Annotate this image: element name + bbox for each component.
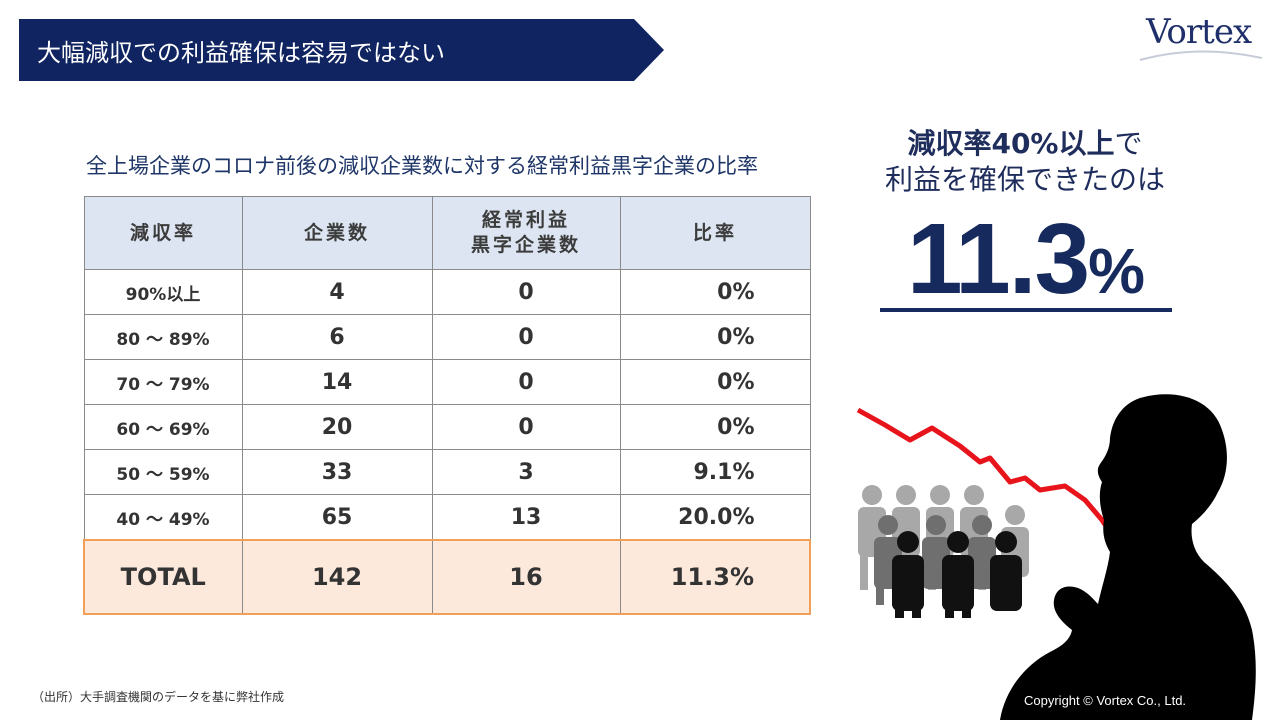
revenue-decline-table: 減収率 企業数 経常利益 黒字企業数 比率 90%以上 4 0 0% 80 ～ … [83,196,811,615]
header-profitable-line2: 黒字企業数 [470,234,581,256]
logo-swoosh-icon [1139,50,1263,61]
cell-profitable-count: 0 [431,314,621,360]
cell-decline-rate: 40 ～ 49% [83,494,243,541]
cell-ratio: 9.1% [619,449,811,495]
total-label: TOTAL [83,539,243,615]
vortex-logo: Vortex [1138,12,1263,64]
logo-text: Vortex [1146,12,1252,52]
cell-ratio: 20.0% [619,494,811,541]
cell-decline-rate: 80 ～ 89% [83,314,243,360]
total-ratio: 11.3% [619,539,811,615]
cell-company-count: 14 [241,359,433,405]
table-header-row: 減収率 企業数 経常利益 黒字企業数 比率 [83,196,811,270]
title-banner-shape [19,19,664,81]
copyright-text: Copyright © Vortex Co., Ltd. [1024,693,1187,708]
highlight-line1: 減収率40%以上で [860,126,1190,162]
highlight-value: 11.3 [906,203,1090,315]
table-row: 40 ～ 49% 65 13 20.0% [83,494,811,541]
total-profitable-count: 16 [431,539,621,615]
table-row: 90%以上 4 0 0% [83,269,811,315]
thinking-man-silhouette [1000,394,1256,720]
cell-profitable-count: 0 [431,359,621,405]
header-company-count: 企業数 [241,196,433,270]
table-row: 80 ～ 89% 6 0 0% [83,314,811,360]
header-profitable-line1: 経常利益 [481,209,570,231]
source-note: （出所）大手調査機関のデータを基に弊社作成 [32,690,285,704]
crowd-front-row [892,531,1022,618]
highlight-line2: 利益を確保できたのは [884,163,1165,196]
cell-profitable-count: 0 [431,404,621,450]
cell-company-count: 65 [241,494,433,541]
cell-decline-rate: 50 ～ 59% [83,449,243,495]
cell-decline-rate: 60 ～ 69% [83,404,243,450]
cell-ratio: 0% [619,314,811,360]
cell-ratio: 0% [619,269,811,315]
cell-company-count: 20 [241,404,433,450]
cell-profitable-count: 13 [431,494,621,541]
decline-illustration [856,394,1256,720]
header-decline-rate: 減収率 [83,196,243,270]
title-banner: 大幅減収での利益確保は容易ではない [19,19,669,81]
cell-profitable-count: 3 [431,449,621,495]
table-row: 60 ～ 69% 20 0 0% [83,404,811,450]
cell-decline-rate: 70 ～ 79% [83,359,243,405]
table-row: 50 ～ 59% 33 3 9.1% [83,449,811,495]
cell-decline-rate: 90%以上 [83,269,243,315]
slide-title: 大幅減収での利益確保は容易ではない [37,39,445,67]
cell-profitable-count: 0 [431,269,621,315]
total-company-count: 142 [241,539,433,615]
cell-company-count: 33 [241,449,433,495]
header-profitable-count: 経常利益 黒字企業数 [431,196,621,270]
cell-ratio: 0% [619,404,811,450]
highlight-percentage: 11.3% [880,209,1172,312]
highlight-line1-bold: 減収率40%以上 [907,127,1115,160]
header-ratio: 比率 [619,196,811,270]
cell-company-count: 6 [241,314,433,360]
cell-ratio: 0% [619,359,811,405]
highlight-line1-rest: で [1114,127,1143,160]
table-caption: 全上場企業のコロナ前後の減収企業数に対する経常利益黒字企業の比率 [86,154,758,178]
highlight-message: 減収率40%以上で 利益を確保できたのは [860,126,1190,198]
cell-company-count: 4 [241,269,433,315]
highlight-unit: % [1088,235,1146,307]
table-total-row: TOTAL 142 16 11.3% [83,539,811,615]
table-row: 70 ～ 79% 14 0 0% [83,359,811,405]
